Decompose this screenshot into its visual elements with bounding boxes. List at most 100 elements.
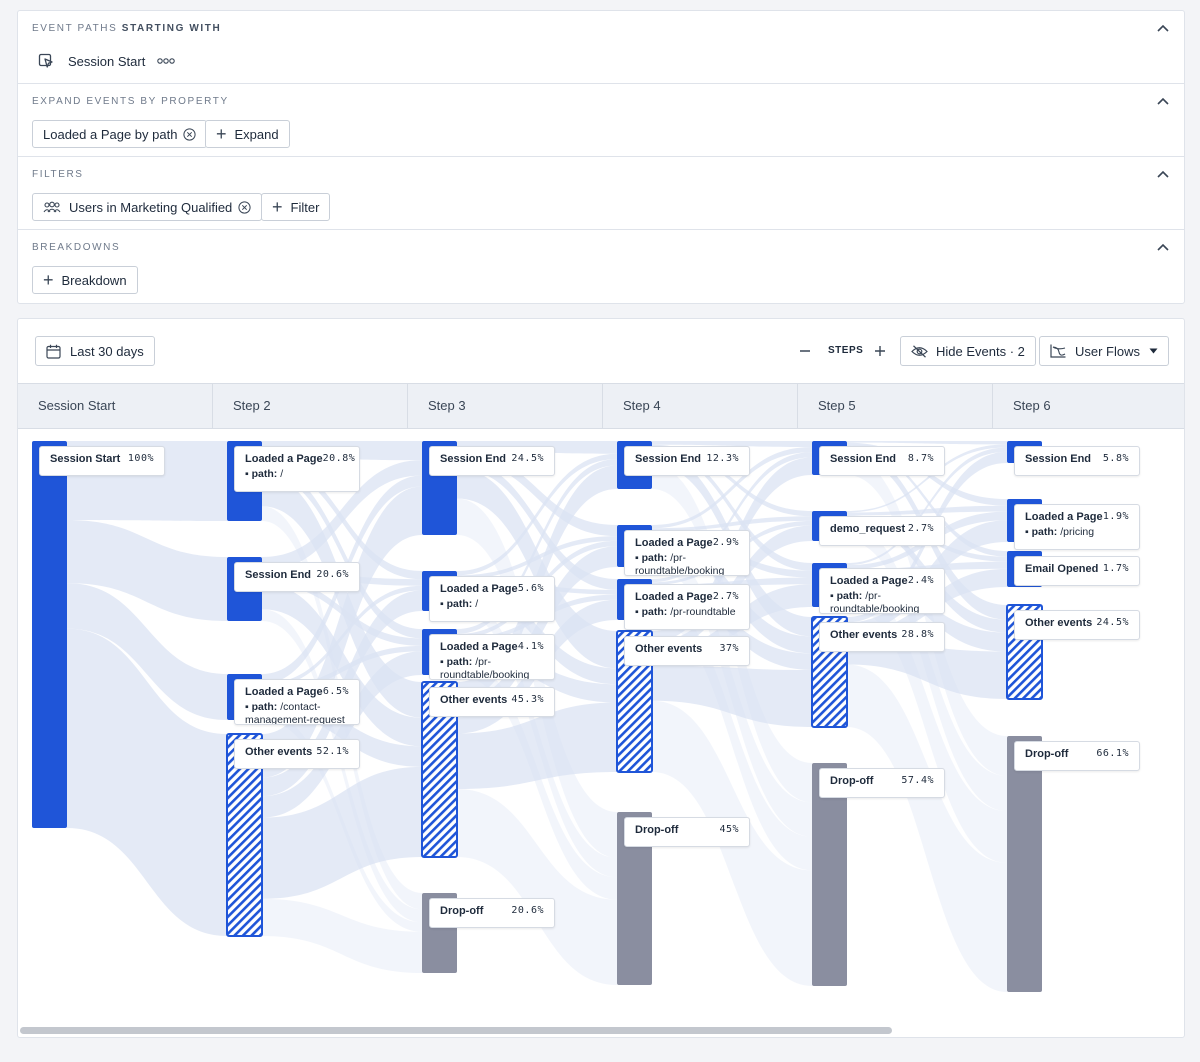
other-events-bar[interactable] <box>616 630 653 773</box>
node-label[interactable]: Session End 8.7% <box>819 446 945 476</box>
node-percent: 45% <box>719 824 739 835</box>
property-key: path: <box>446 656 473 668</box>
view-type-dropdown[interactable]: User Flows <box>1039 336 1170 366</box>
node-name: Session End <box>440 453 507 465</box>
node-property: ▪ path: / <box>440 598 479 610</box>
expand-property-chip[interactable]: Loaded a Page by path <box>32 120 208 148</box>
node-label[interactable]: Email Opened 1.7% <box>1014 556 1140 586</box>
more-options-icon[interactable] <box>157 57 176 65</box>
column-header: Session Start <box>18 383 213 429</box>
node-label[interactable]: Drop-off 20.6% <box>429 898 555 928</box>
flow-link <box>457 453 617 576</box>
node-label[interactable]: Session End 20.6% <box>234 562 360 592</box>
node-label[interactable]: Loaded a Page 5.6% ▪ path: / <box>429 576 555 622</box>
node-label[interactable]: Session Start 100% <box>39 446 165 476</box>
node-label[interactable]: Other events 28.8% <box>819 622 945 652</box>
node-percent: 37% <box>719 643 739 654</box>
node-label[interactable]: Session End 5.8% <box>1014 446 1140 476</box>
property-value: /pr- <box>865 590 881 602</box>
node-label[interactable]: Loaded a Page 20.8% ▪ path: / <box>234 446 360 492</box>
node-label[interactable]: Drop-off 57.4% <box>819 768 945 798</box>
node-label[interactable]: demo_request 2.7% <box>819 516 945 546</box>
flow-diagram <box>32 441 1043 992</box>
add-breakdown-button[interactable]: + Breakdown <box>32 266 138 294</box>
node-label[interactable]: Loaded a Page 6.5% ▪ path: /contact-manage… <box>234 679 360 725</box>
flow-link <box>262 585 422 689</box>
node-label[interactable]: Loaded a Page 1.9% ▪ path: /pricing <box>1014 504 1140 550</box>
node-label[interactable]: Other events 37% <box>624 636 750 666</box>
node-name: Email Opened <box>1025 563 1099 575</box>
start-event[interactable]: Session Start <box>38 53 176 69</box>
node-property: ▪ path: /pr-roundtable <box>635 606 736 618</box>
hide-events-label: Hide Events · 2 <box>936 343 1025 359</box>
node-label[interactable]: Loaded a Page 4.1% ▪ path: /pr-roundtable/… <box>429 634 555 680</box>
flow-link <box>652 545 812 837</box>
other-events-bar[interactable] <box>226 733 263 937</box>
node-label[interactable]: Other events 24.5% <box>1014 610 1140 640</box>
flow-chart-icon <box>1050 344 1066 358</box>
node-label[interactable]: Drop-off 45% <box>624 817 750 847</box>
property-key: path: <box>1031 526 1058 538</box>
node-label[interactable]: Session End 24.5% <box>429 446 555 476</box>
collapse-chevron-icon[interactable] <box>1156 169 1170 179</box>
flow-link <box>652 447 812 529</box>
property-value: /pricing <box>1060 526 1095 538</box>
node-label[interactable]: Drop-off 66.1% <box>1014 741 1140 771</box>
plus-icon: + <box>43 270 54 290</box>
caret-down-icon <box>1149 348 1158 354</box>
property-value: /pr- <box>670 552 686 564</box>
remove-circle-icon[interactable] <box>183 127 197 141</box>
add-filter-button[interactable]: + Filter <box>261 193 331 221</box>
node-label[interactable]: Loaded a Page 2.7% ▪ path: /pr-roundtable <box>624 584 750 630</box>
filters-section: FILTERS Users in Marketing Qualified + F… <box>18 157 1184 230</box>
collapse-chevron-icon[interactable] <box>1156 23 1170 33</box>
cursor-event-icon <box>38 53 53 68</box>
flow-link <box>67 628 227 936</box>
expand-button[interactable]: + Expand <box>205 120 290 148</box>
event-bar[interactable] <box>32 441 67 828</box>
property-key: path: <box>641 552 668 564</box>
flow-chart-panel: Last 30 days STEPS Hide Events · 2 User … <box>17 318 1185 1038</box>
expand-section: EXPAND EVENTS BY PROPERTY Loaded a Page … <box>18 84 1184 157</box>
node-label[interactable]: Other events 52.1% <box>234 739 360 769</box>
expand-button-label: Expand <box>234 126 279 142</box>
hide-events-button[interactable]: Hide Events · 2 <box>900 336 1036 366</box>
node-label[interactable]: Other events 45.3% <box>429 687 555 717</box>
node-percent: 1.7% <box>1102 563 1129 574</box>
collapse-chevron-icon[interactable] <box>1156 242 1170 252</box>
add-step-button[interactable] <box>873 341 887 361</box>
flow-link <box>262 711 422 932</box>
horizontal-scrollbar[interactable] <box>20 1027 892 1034</box>
node-percent: 57.4% <box>901 775 934 786</box>
dropoff-bar[interactable] <box>812 763 847 986</box>
flow-link <box>67 519 227 621</box>
node-name: Loaded a Page <box>245 686 323 698</box>
cohort-filter-chip[interactable]: Users in Marketing Qualified <box>32 193 263 221</box>
calendar-icon <box>46 344 61 359</box>
node-property: ▪ path: /pricing <box>1025 526 1095 538</box>
flow-link <box>457 657 617 900</box>
property-value-continued: roundtable/booking <box>830 603 920 614</box>
flow-link <box>67 583 227 720</box>
property-value: /pr- <box>475 656 491 668</box>
node-label[interactable]: Loaded a Page 2.4% ▪ path: /pr-roundtable/… <box>819 568 945 614</box>
remove-circle-icon[interactable] <box>238 200 251 214</box>
cohort-filter-label: Users in Marketing Qualified <box>69 199 233 215</box>
node-percent: 1.9% <box>1102 511 1129 522</box>
flow-link <box>262 898 422 973</box>
property-value: / <box>280 468 284 480</box>
node-property: ▪ path: /pr- <box>635 552 686 564</box>
property-value: / <box>475 598 479 610</box>
node-name: Loaded a Page <box>440 641 518 653</box>
other-events-bar[interactable] <box>421 681 458 858</box>
node-name: Loaded a Page <box>635 591 713 603</box>
node-label[interactable]: Loaded a Page 2.9% ▪ path: /pr-roundtable/… <box>624 530 750 576</box>
date-range-button[interactable]: Last 30 days <box>35 336 155 366</box>
node-name: Session End <box>635 453 702 465</box>
dropoff-bar[interactable] <box>617 812 652 985</box>
dropoff-bar[interactable] <box>1007 736 1042 992</box>
flow-link <box>847 582 1007 863</box>
node-label[interactable]: Session End 12.3% <box>624 446 750 476</box>
remove-step-button[interactable] <box>798 341 812 361</box>
collapse-chevron-icon[interactable] <box>1156 96 1170 106</box>
